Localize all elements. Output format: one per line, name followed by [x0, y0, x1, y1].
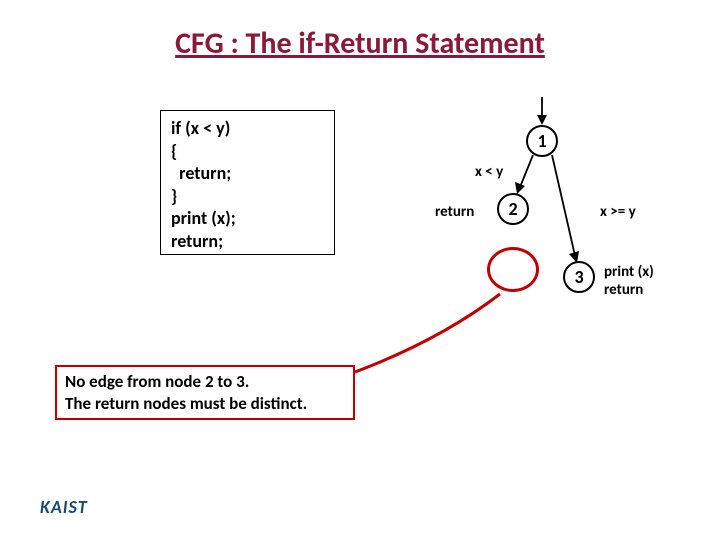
cfg-node-1: 1 — [526, 125, 558, 157]
note-line-2: The return nodes must be distinct. — [65, 393, 345, 415]
edge-label-return: return — [435, 203, 474, 221]
code-line: print (x); — [171, 207, 236, 229]
cfg-node-label: 3 — [574, 266, 583, 288]
code-line: } — [171, 185, 177, 207]
edge-label-print-return: print (x) return — [604, 263, 654, 299]
code-line: { — [171, 140, 177, 162]
cfg-node-3: 3 — [563, 261, 595, 293]
cfg-node-label: 2 — [508, 198, 517, 220]
note-line-1: No edge from node 2 to 3. — [65, 371, 345, 393]
cfg-node-label: 1 — [537, 130, 546, 152]
no-edge-highlight-ellipse — [487, 247, 539, 292]
edge-label-xlty: x < y — [475, 163, 503, 181]
code-line: return; — [171, 162, 231, 184]
cfg-node-2: 2 — [497, 193, 529, 225]
code-snippet-box: if (x < y) { return; } print (x); return… — [160, 110, 335, 255]
code-line: if (x < y) — [171, 117, 230, 139]
cfg-diagram: 1 2 3 x < y return x >= y print (x) retu… — [380, 85, 710, 375]
kaist-logo: KAIST — [40, 496, 88, 518]
edge-label-xgey: x >= y — [600, 203, 636, 221]
slide-title: CFG : The if-Return Statement — [0, 25, 720, 62]
note-box: No edge from node 2 to 3. The return nod… — [55, 365, 355, 420]
code-line: return; — [171, 230, 223, 252]
